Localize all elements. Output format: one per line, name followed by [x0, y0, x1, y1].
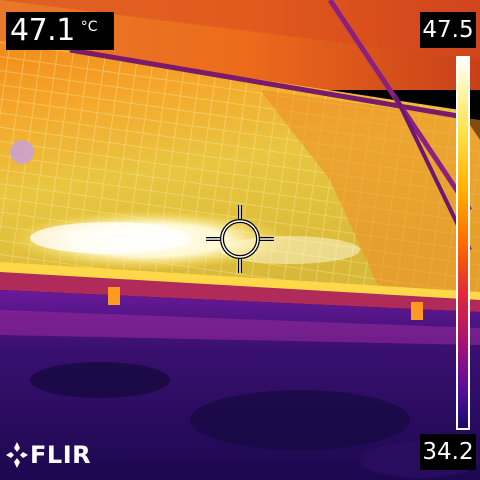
- temperature-scale-bar: [456, 56, 470, 430]
- scale-max-label: 47.5: [420, 12, 476, 48]
- flir-logo: FLIR: [6, 440, 91, 470]
- temperature-unit: °C: [80, 19, 98, 35]
- spot-temperature-readout: 47.1 °C: [6, 12, 114, 50]
- spot-temperature-value: 47.1: [10, 13, 75, 48]
- brand-name: FLIR: [30, 441, 92, 469]
- flir-flame-icon: [6, 442, 28, 468]
- scale-min-label: 34.2: [420, 434, 476, 470]
